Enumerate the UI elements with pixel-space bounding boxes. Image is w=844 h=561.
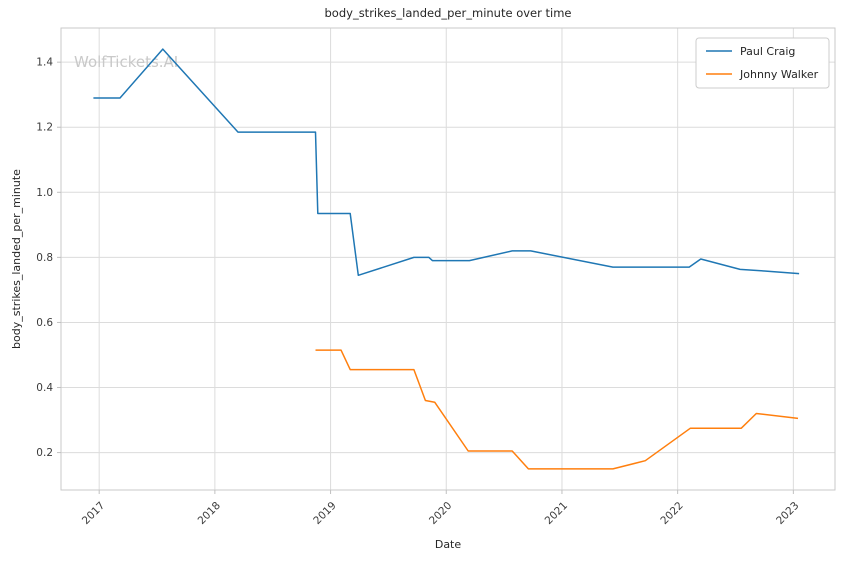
x-tick-label: 2021 (543, 500, 570, 527)
series-layer (93, 48, 800, 470)
y-tick-label: 0.2 (36, 447, 53, 459)
x-tick-label: 2022 (658, 500, 685, 527)
y-tick-label: 0.4 (36, 382, 53, 394)
x-tick-label: 2019 (311, 500, 338, 527)
y-tick-label: 1.4 (36, 57, 53, 69)
legend-label-johnny-walker: Johnny Walker (739, 68, 819, 81)
y-tick-label: 1.0 (36, 187, 53, 199)
series-line-paul-craig (93, 48, 800, 277)
chart-title: body_strikes_landed_per_minute over time (325, 6, 572, 20)
y-tick-label: 1.2 (36, 122, 53, 134)
series-line-johnny-walker (315, 349, 799, 470)
x-axis-label: Date (435, 538, 462, 551)
y-tick-label: 0.6 (36, 317, 53, 329)
legend-label-paul-craig: Paul Craig (740, 45, 795, 58)
watermark: WolfTickets.AI (74, 53, 178, 71)
axes-spines (60, 27, 836, 491)
legend: Paul Craig Johnny Walker (695, 37, 830, 89)
x-tick-label: 2018 (196, 500, 223, 527)
plot-border (60, 27, 836, 491)
x-tick-label: 2020 (427, 500, 454, 527)
y-axis-label: body_strikes_landed_per_minute (10, 169, 23, 349)
x-tick-label: 2023 (774, 500, 801, 527)
y-tick-label: 0.8 (36, 252, 53, 264)
x-tick-label: 2017 (80, 500, 107, 527)
